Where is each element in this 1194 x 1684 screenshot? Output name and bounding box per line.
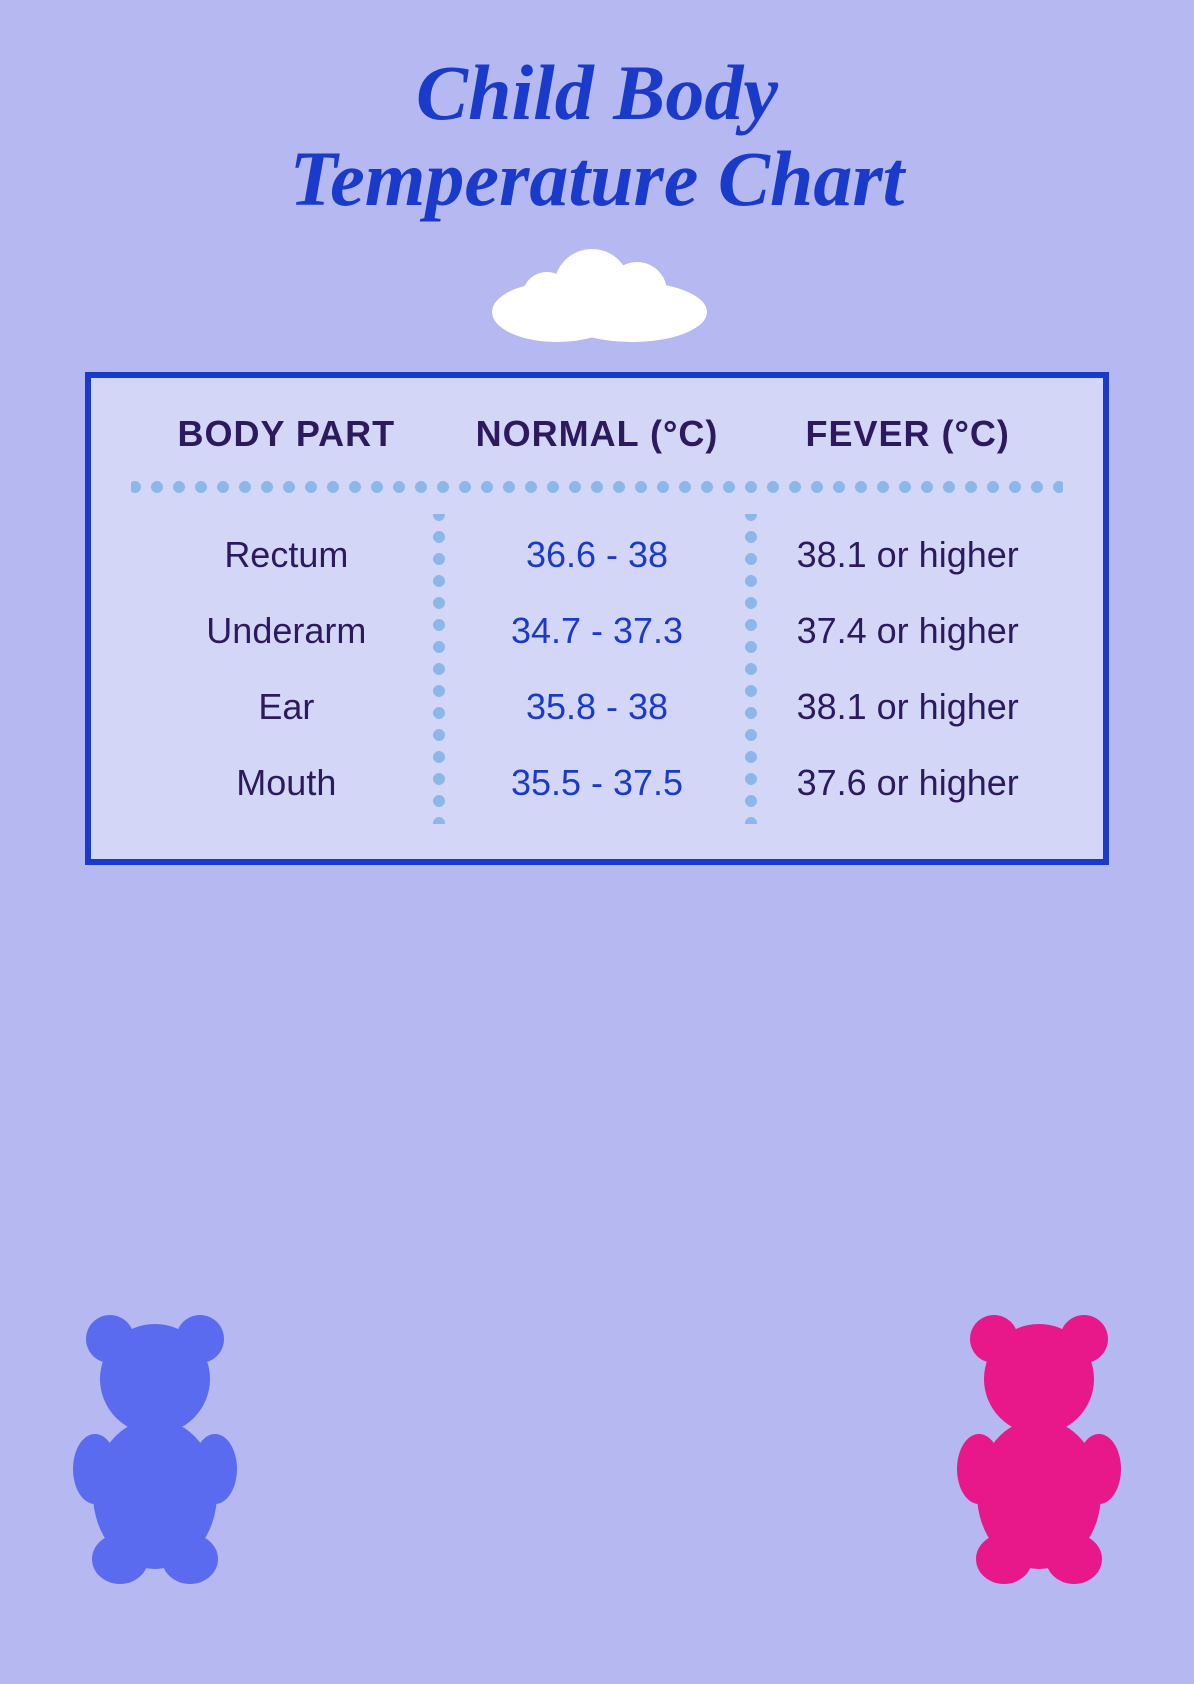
fever-column: 38.1 or higher 37.4 or higher 38.1 or hi… (752, 524, 1063, 814)
table-cell: Ear (258, 686, 314, 728)
normal-column: 36.6 - 38 34.7 - 37.3 35.8 - 38 35.5 - 3… (442, 524, 753, 814)
table-cell: 37.6 or higher (797, 762, 1019, 804)
title-line-2: Temperature Chart (0, 136, 1194, 222)
horizontal-divider (131, 480, 1063, 494)
cloud-icon (457, 242, 737, 342)
table-cell: 38.1 or higher (797, 686, 1019, 728)
table-cell: 37.4 or higher (797, 610, 1019, 652)
page-title: Child Body Temperature Chart (0, 0, 1194, 222)
header-body-part: BODY PART (131, 413, 442, 455)
table-cell: Rectum (224, 534, 348, 576)
table-cell: 34.7 - 37.3 (511, 610, 683, 652)
table-cell: Mouth (236, 762, 336, 804)
teddy-bear-right-icon (939, 1304, 1139, 1584)
vertical-divider-2 (744, 514, 758, 824)
header-fever: FEVER (°C) (752, 413, 1063, 455)
teddy-bear-left-icon (55, 1304, 255, 1584)
table-cell: 35.8 - 38 (526, 686, 668, 728)
table-header-row: BODY PART NORMAL (°C) FEVER (°C) (131, 413, 1063, 455)
table-cell: Underarm (206, 610, 366, 652)
temperature-table: BODY PART NORMAL (°C) FEVER (°C) Rectum … (85, 372, 1109, 865)
table-cell: 36.6 - 38 (526, 534, 668, 576)
vertical-divider-1 (432, 514, 446, 824)
table-body: Rectum Underarm Ear Mouth 36.6 - 38 34.7… (131, 524, 1063, 814)
body-part-column: Rectum Underarm Ear Mouth (131, 524, 442, 814)
cloud-container (0, 242, 1194, 342)
title-line-1: Child Body (0, 50, 1194, 136)
header-normal: NORMAL (°C) (442, 413, 753, 455)
table-cell: 38.1 or higher (797, 534, 1019, 576)
table-cell: 35.5 - 37.5 (511, 762, 683, 804)
